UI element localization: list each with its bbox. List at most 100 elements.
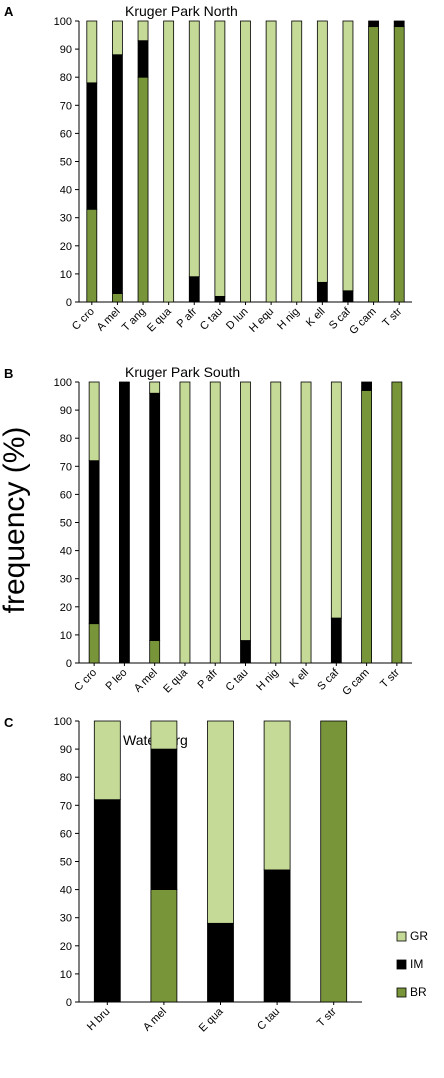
y-tick-label: 20 bbox=[60, 241, 72, 253]
bar-segment-im bbox=[263, 869, 291, 1003]
bar-segment-im bbox=[88, 460, 100, 625]
bar-segment-gr bbox=[179, 381, 191, 664]
bar-segment-im bbox=[368, 20, 379, 28]
panel-letter: C bbox=[4, 715, 14, 730]
legend: GR IM BR bbox=[396, 929, 428, 999]
bar-segment-br bbox=[137, 76, 149, 303]
legend-label-gr: GR bbox=[410, 929, 428, 943]
legend-swatch-im bbox=[396, 959, 407, 970]
panel-b: B Kruger Park South 0 10 20 30 40 50 60 70 80 90 100… bbox=[4, 364, 412, 698]
y-tick-label: 0 bbox=[66, 297, 72, 309]
bar-segment-br bbox=[368, 26, 379, 303]
category-label: G cam bbox=[340, 667, 371, 698]
bar-segment-gr bbox=[149, 381, 161, 394]
y-tick-label: 10 bbox=[60, 630, 72, 642]
bar-segment-gr bbox=[88, 381, 100, 462]
bar-segment-im bbox=[93, 799, 121, 1003]
category-label: C cro bbox=[70, 306, 97, 333]
category-label: A mel bbox=[141, 1006, 169, 1034]
y-tick-label: 60 bbox=[60, 489, 72, 501]
panel-title: Kruger Park South bbox=[125, 364, 240, 380]
bar-segment-br bbox=[149, 640, 161, 664]
bar-segment-im bbox=[207, 922, 234, 1003]
category-label: E qua bbox=[197, 1005, 226, 1034]
bar-segment-gr bbox=[163, 20, 175, 303]
y-tick-label: 50 bbox=[60, 518, 72, 530]
category-label: K ell bbox=[304, 306, 328, 330]
category-label: H equ bbox=[247, 306, 276, 335]
panel-title: Kruger Park North bbox=[125, 3, 238, 19]
bar-segment-im bbox=[188, 276, 200, 303]
bar-segment-gr bbox=[207, 720, 234, 924]
y-tick-label: 50 bbox=[60, 157, 72, 169]
bar-segment-im bbox=[149, 392, 161, 641]
y-tick-label: 80 bbox=[60, 72, 72, 84]
y-tick-label: 90 bbox=[60, 44, 72, 56]
bar-segment-gr bbox=[137, 20, 149, 42]
y-tick-label: 100 bbox=[54, 377, 72, 389]
category-label: G cam bbox=[347, 306, 378, 337]
bar-segment-im bbox=[137, 40, 149, 78]
bar-segment-gr bbox=[93, 720, 121, 801]
bar-segment-br bbox=[393, 26, 405, 303]
category-label: E qua bbox=[161, 666, 190, 695]
category-label: T str bbox=[378, 666, 402, 690]
bar-segment-gr bbox=[86, 20, 98, 84]
bar-segment-gr bbox=[240, 381, 251, 641]
y-tick-label: 30 bbox=[60, 213, 72, 225]
bar-segment-im bbox=[240, 640, 251, 664]
category-label: T str bbox=[380, 305, 404, 329]
bar-segment-im bbox=[393, 20, 405, 28]
y-tick-label: 100 bbox=[54, 16, 72, 28]
bar-segment-im bbox=[119, 381, 130, 664]
category-label: P afr bbox=[196, 666, 221, 691]
category-label: C tau bbox=[224, 667, 251, 694]
category-label: S caf bbox=[315, 666, 342, 693]
category-label: E qua bbox=[145, 305, 174, 334]
category-label: K ell bbox=[288, 667, 312, 691]
bar-segment-gr bbox=[265, 20, 277, 303]
panel-letter: A bbox=[4, 4, 14, 19]
bar-segment-br bbox=[88, 623, 100, 664]
bar-segment-gr bbox=[342, 20, 354, 292]
y-tick-label: 60 bbox=[60, 828, 72, 840]
y-tick-label: 0 bbox=[66, 658, 72, 670]
y-tick-label: 50 bbox=[60, 857, 72, 869]
bar-segment-im bbox=[361, 381, 372, 391]
legend-label-im: IM bbox=[410, 957, 423, 971]
category-label: P afr bbox=[175, 305, 200, 330]
y-tick-label: 30 bbox=[60, 913, 72, 925]
category-label: H nig bbox=[275, 306, 302, 333]
bar-segment-gr bbox=[263, 720, 291, 871]
bar-segment-gr bbox=[300, 381, 312, 664]
y-tick-label: 80 bbox=[60, 433, 72, 445]
bar-segment-br bbox=[320, 720, 348, 1003]
category-label: T ang bbox=[120, 306, 148, 334]
bar-segment-im bbox=[150, 748, 178, 890]
y-tick-label: 10 bbox=[60, 969, 72, 981]
bar-segment-im bbox=[316, 281, 328, 303]
bar-segment-br bbox=[112, 293, 123, 303]
bar-segment-im bbox=[330, 617, 342, 664]
y-tick-label: 20 bbox=[60, 941, 72, 953]
bar-segment-gr bbox=[240, 20, 251, 303]
category-label: A mel bbox=[95, 306, 123, 334]
legend-swatch-br bbox=[396, 987, 407, 998]
bar-segment-br bbox=[361, 390, 372, 664]
y-tick-label: 0 bbox=[66, 997, 72, 1009]
y-tick-label: 40 bbox=[60, 185, 72, 197]
y-tick-label: 80 bbox=[60, 772, 72, 784]
category-label: A mel bbox=[132, 667, 160, 695]
bar-segment-gr bbox=[150, 720, 178, 750]
y-tick-label: 30 bbox=[60, 574, 72, 586]
y-tick-label: 40 bbox=[60, 546, 72, 558]
category-label: H nig bbox=[254, 667, 281, 694]
y-tick-label: 20 bbox=[60, 602, 72, 614]
bar-segment-gr bbox=[291, 20, 303, 303]
y-tick-label: 40 bbox=[60, 885, 72, 897]
bar-segment-br bbox=[150, 889, 178, 1003]
y-tick-label: 70 bbox=[60, 461, 72, 473]
